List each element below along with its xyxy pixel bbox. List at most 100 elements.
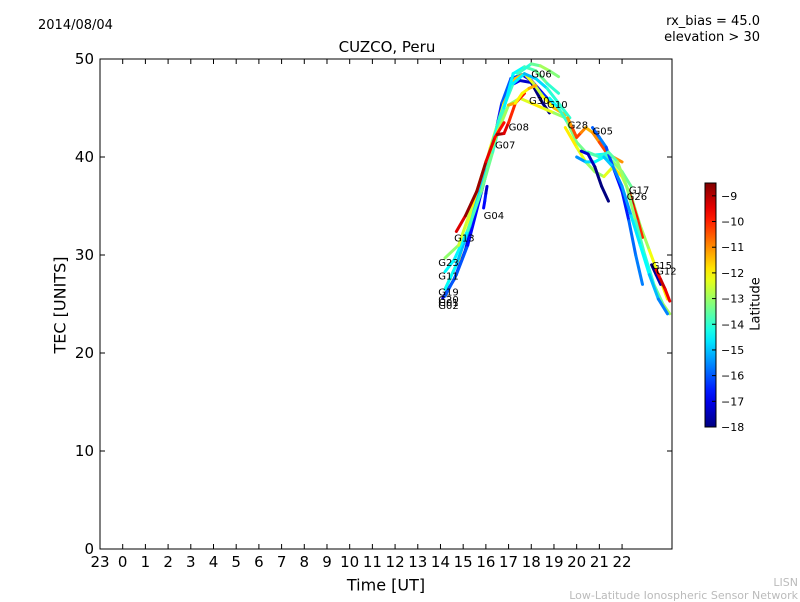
colorbar-tick-label: −15 (721, 344, 744, 357)
x-tick-label: 4 (209, 553, 219, 571)
series-segment (591, 126, 601, 139)
series-segment (575, 155, 588, 164)
series-segment (502, 121, 511, 135)
series-segment (479, 150, 495, 193)
colorbar-tick-label: −10 (721, 216, 744, 229)
credit-text: LISN Low-Latitude Ionospheric Sensor Net… (569, 576, 798, 602)
series-segment (611, 165, 624, 188)
colorbar-tick-label: −18 (721, 421, 744, 434)
series-segment (659, 278, 667, 291)
series-G12 (650, 263, 663, 286)
series-segment (466, 189, 483, 232)
series-segment (443, 273, 458, 298)
series-segment (620, 189, 631, 223)
y-tick-label: 0 (84, 540, 94, 558)
x-tick-label: 19 (544, 553, 563, 571)
series-G06 (516, 62, 561, 79)
x-tick-label: 15 (454, 553, 473, 571)
series-segment (443, 263, 458, 291)
series-segment (634, 253, 644, 286)
series-segment (654, 273, 663, 286)
elevation-label: elevation > 30 (664, 30, 760, 45)
series-G02 (575, 155, 669, 316)
series-segment (627, 219, 638, 257)
series-segment (454, 243, 470, 277)
satellite-label: G28 (568, 121, 588, 132)
series-segment (534, 69, 549, 85)
series-segment (663, 287, 672, 303)
series-segment (452, 229, 470, 262)
series-segment (650, 263, 658, 277)
satellite-label: G19 (438, 287, 458, 298)
x-tick-label: 0 (118, 553, 128, 571)
satellite-label: G01 (438, 298, 458, 309)
series-segment (631, 204, 640, 223)
series-segment (529, 62, 542, 68)
series-segment (541, 106, 556, 115)
series-segment (575, 140, 588, 154)
series-segment (547, 69, 561, 79)
series-segment (593, 165, 604, 188)
x-tick-label: 9 (322, 553, 332, 571)
series-G30 (443, 73, 554, 298)
series-segment (507, 101, 517, 125)
satellite-label: G10 (547, 100, 567, 111)
x-tick-label: 10 (340, 553, 359, 571)
series-segment (511, 65, 526, 76)
x-tick-label: 3 (186, 553, 196, 571)
plot-frame (99, 58, 673, 550)
satellite-label: G17 (629, 185, 649, 196)
series-segment (513, 91, 524, 105)
colorbar-tick-label: −9 (721, 190, 737, 203)
y-tick-label: 40 (75, 148, 94, 166)
series-segment (584, 160, 597, 174)
series-segment (620, 184, 633, 218)
colorbar-tick-label: −12 (721, 267, 744, 280)
series-trace-20 (579, 149, 610, 203)
series-segment (457, 204, 474, 247)
series-G04 (482, 184, 489, 210)
series-segment (518, 96, 533, 105)
series-segment (656, 297, 669, 316)
series-segment (597, 140, 608, 154)
series-segment (527, 83, 538, 90)
series-segment (586, 152, 597, 169)
series-G08 (507, 83, 538, 107)
series-segment (563, 126, 579, 149)
satellite-label: G20 (438, 295, 458, 306)
series-segment (602, 165, 615, 179)
series-segment (600, 184, 610, 203)
x-tick-label: 13 (408, 553, 427, 571)
series-segment (591, 131, 601, 144)
x-tick-label: 14 (431, 553, 450, 571)
series-segment (484, 135, 497, 164)
series-trace-19 (654, 268, 672, 303)
series-segment (454, 214, 467, 233)
series-segment (597, 150, 610, 159)
colorbar-tick-label: −11 (721, 241, 744, 254)
x-tick-label: 16 (476, 553, 495, 571)
credit-line-2: Low-Latitude Ionospheric Sensor Network (569, 589, 798, 602)
series-G17 (563, 126, 669, 301)
chart-date: 2014/08/04 (38, 18, 113, 33)
satellite-label: G08 (509, 123, 529, 134)
satellite-label: G07 (495, 140, 515, 151)
y-tick-label: 50 (75, 50, 94, 68)
colorbar-tick-label: −14 (721, 318, 744, 331)
series-segment (545, 82, 561, 95)
series-segment (518, 79, 533, 85)
x-tick-label: 2 (163, 553, 173, 571)
satellite-label: G04 (484, 211, 504, 222)
satellite-label: G12 (656, 267, 676, 278)
chart-title: CUZCO, Peru (338, 38, 436, 56)
x-tick-label: 11 (363, 553, 382, 571)
x-tick-label: 17 (499, 553, 518, 571)
series-segment (541, 94, 556, 110)
series-G15 (586, 150, 672, 316)
series-segment (625, 184, 638, 223)
series-segment (602, 155, 615, 169)
series-segment (484, 184, 489, 195)
series-segment (616, 160, 629, 188)
x-tick-label: 20 (567, 553, 586, 571)
series-segment (545, 86, 561, 105)
